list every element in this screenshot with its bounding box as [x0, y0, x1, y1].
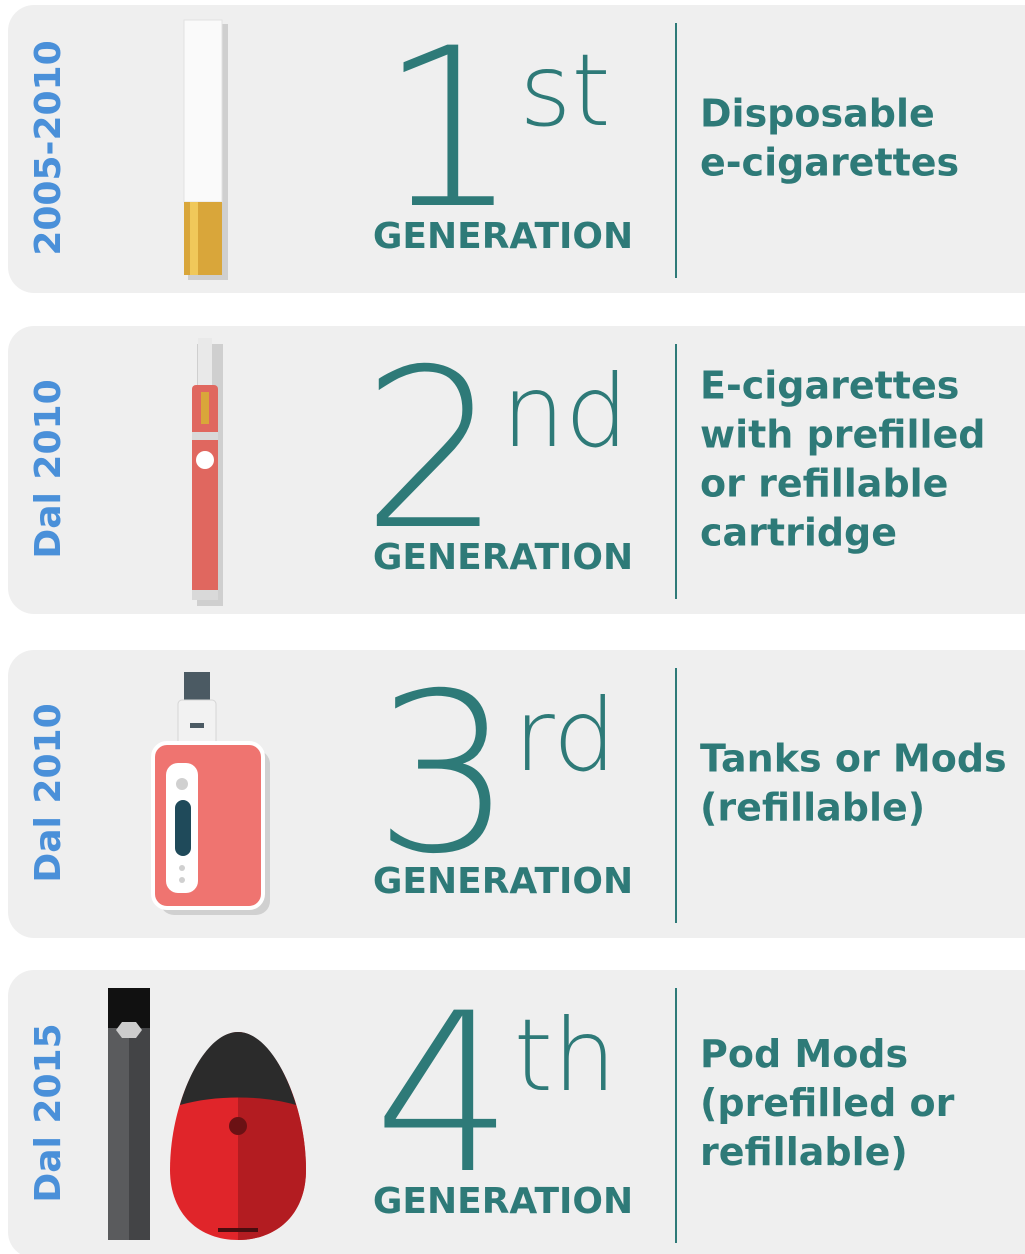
- cigarette-illustration: [184, 20, 228, 280]
- period-label: Dal 2015: [28, 1023, 69, 1202]
- body: 2005-20101stGENERATIONDisposablee-cigare…: [0, 0, 1025, 1254]
- generation-label: GENERATION: [373, 537, 633, 578]
- description-line: with prefilled: [700, 413, 985, 457]
- description-line: or refillable: [700, 462, 948, 506]
- period-label: 2005-2010: [28, 40, 69, 255]
- generation-label: GENERATION: [373, 1181, 633, 1222]
- suffix: nd: [502, 353, 629, 470]
- description-line: (refillable): [700, 786, 925, 830]
- page: {"panels": [ {"period": "2005-2010", "nu…: [0, 0, 1025, 1254]
- period-label: Dal 2010: [28, 379, 69, 558]
- suffix: st: [519, 32, 610, 149]
- description-line: refillable): [700, 1130, 908, 1174]
- generation-label: GENERATION: [373, 216, 633, 257]
- description-line: e-cigarettes: [700, 141, 959, 185]
- description-line: Disposable: [700, 92, 935, 136]
- description-line: E-cigarettes: [700, 364, 959, 408]
- description-line: cartridge: [700, 511, 897, 555]
- description-line: (prefilled or: [700, 1081, 955, 1125]
- period-label: Dal 2010: [28, 703, 69, 882]
- suffix: rd: [514, 677, 617, 794]
- suffix: th: [514, 997, 617, 1114]
- description-line: Tanks or Mods: [700, 737, 1007, 781]
- infographic: 2005-20101stGENERATIONDisposablee-cigare…: [0, 0, 1025, 1254]
- generation-label: GENERATION: [373, 861, 633, 902]
- description-line: Pod Mods: [700, 1032, 908, 1076]
